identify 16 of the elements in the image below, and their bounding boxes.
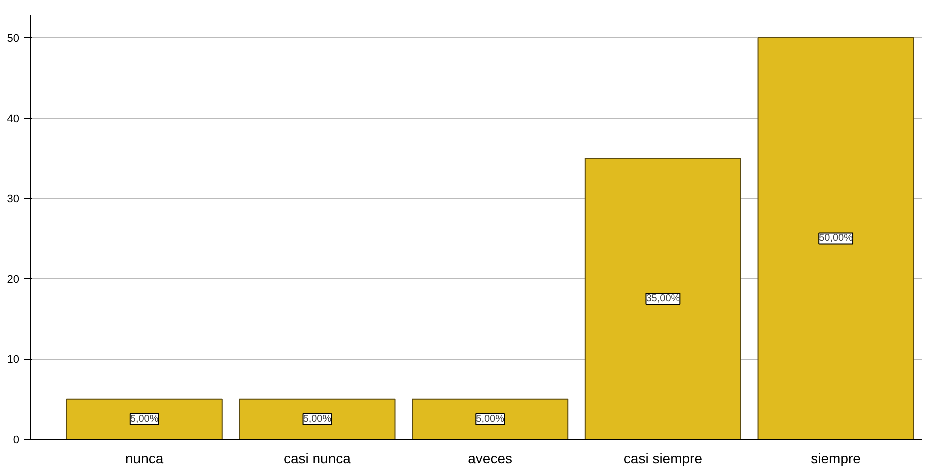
x-tick-label: nunca xyxy=(126,450,164,466)
bar xyxy=(239,398,396,440)
bar xyxy=(66,398,223,440)
y-tick-label: 0 xyxy=(13,434,20,446)
y-tick-label: 30 xyxy=(7,194,20,206)
bar xyxy=(412,398,569,440)
x-tick-label: casi siempre xyxy=(624,450,703,466)
y-tick-label: 20 xyxy=(7,274,20,286)
y-tick-label: 40 xyxy=(7,113,20,126)
y-tick-label: 10 xyxy=(7,354,20,366)
y-tick-label: 50 xyxy=(7,32,20,45)
bar xyxy=(584,158,742,440)
x-tick-label: siempre xyxy=(811,450,862,466)
x-tick-label: aveces xyxy=(468,450,513,466)
x-tick-label: casi nunca xyxy=(284,450,352,466)
bar xyxy=(758,37,914,440)
